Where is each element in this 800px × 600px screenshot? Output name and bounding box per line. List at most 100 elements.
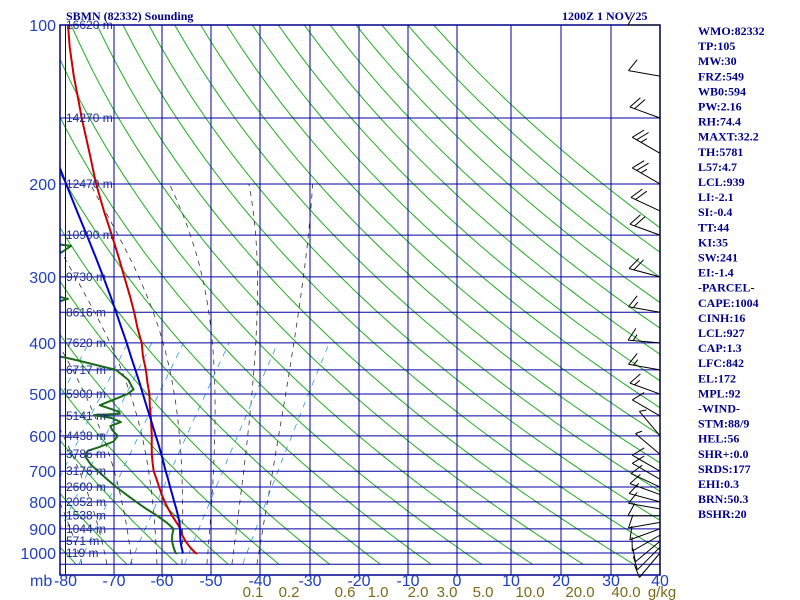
pressure-tick-label: 900: [29, 522, 56, 539]
height-label: 5900 m: [66, 387, 106, 401]
chart-date: 1200Z 1 NOV 25: [562, 9, 647, 23]
index-item: MW:30: [698, 54, 737, 68]
moist-adiabat-line: [169, 183, 216, 565]
height-label: 4438 m: [66, 429, 106, 443]
mixing-ratio-line: [78, 342, 184, 565]
index-item: LFC:842: [698, 356, 744, 370]
pressure-tick-label: 300: [29, 270, 56, 287]
wind-barb: [629, 97, 661, 119]
wind-barb: [628, 514, 661, 529]
dry-adiabat-line: [60, 116, 482, 565]
moist-adiabat-line: [89, 183, 184, 565]
wind-barb: [633, 552, 661, 578]
wind-barb: [628, 353, 661, 371]
dry-adiabat-line: [355, 25, 660, 304]
height-label: 2052 m: [66, 495, 106, 509]
index-item: SW:241: [698, 251, 738, 265]
dry-adiabat-line: [122, 25, 660, 551]
height-label: 14270 m: [66, 111, 113, 125]
wind-barb: [629, 525, 661, 541]
height-label: 8616 m: [66, 305, 106, 319]
height-label: 119 m: [66, 546, 98, 560]
height-label: 571 m: [66, 534, 99, 548]
pressure-tick-label: 100: [29, 18, 56, 35]
pressure-axis: 100 200 300 400 500 600 700 800 900 1000 mb: [20, 18, 56, 590]
mixing-ratio-tick-label: 40.0: [611, 584, 640, 600]
wind-barb: [627, 328, 661, 344]
isotherms: [65, 25, 660, 575]
height-label: 1538 m: [66, 509, 106, 523]
index-item: CAPE:1004: [698, 296, 759, 310]
wind-barb: [628, 295, 661, 313]
pressure-tick-label: 1000: [20, 546, 56, 563]
index-item: BRN:50.3: [698, 492, 748, 506]
height-label: 3176 m: [66, 464, 106, 478]
height-label: 10990 m: [66, 228, 113, 242]
height-label: 7620 m: [66, 336, 106, 350]
wind-barb: [632, 129, 661, 154]
temperature-tick-label: -40: [248, 573, 271, 590]
dry-adiabat-line: [251, 25, 660, 409]
dry-adiabat-line: [329, 25, 660, 329]
dry-adiabat-line: [96, 25, 635, 565]
index-item: HEL:56: [698, 432, 739, 446]
pressure-tick-label: 700: [29, 464, 56, 481]
index-item: SRDS:177: [698, 462, 751, 476]
wind-barb: [628, 258, 661, 278]
wind-barb: [632, 546, 661, 571]
mixing-ratio-tick-label: 5.0: [473, 584, 494, 600]
index-item: -WIND-: [698, 402, 740, 416]
wind-barb: [639, 409, 661, 437]
index-item: PW:2.16: [698, 100, 742, 114]
index-item: -PARCEL-: [698, 281, 754, 295]
index-item: TP:105: [698, 39, 735, 53]
dry-adiabat-line: [60, 386, 229, 565]
temperature-tick-label: 30: [602, 573, 620, 590]
index-item: MAXT:32.2: [698, 130, 759, 144]
wind-barb: [629, 474, 661, 496]
mixing-ratio-tick-label: 0.6: [335, 584, 356, 600]
dry-adiabat-line: [60, 333, 280, 565]
pressure-tick-label: 500: [29, 387, 56, 404]
dry-adiabat-line: [60, 57, 533, 565]
moist-adiabat-line: [231, 183, 258, 565]
mixing-ratio-tick-label: 0.1: [243, 584, 264, 600]
index-item: CINH:16: [698, 311, 745, 325]
mixing-ratio-tick-label: 2.0: [408, 584, 429, 600]
wind-barb: [628, 492, 661, 510]
wind-barb: [629, 373, 661, 395]
temperature-tick-label: -80: [54, 573, 77, 590]
wind-barb: [629, 214, 661, 236]
dry-adiabat-line: [60, 280, 330, 565]
mixing-ratio-line: [60, 342, 153, 532]
series-dewpoint-line: [60, 243, 178, 555]
dry-adiabat-line: [381, 25, 660, 278]
index-item: MPL:92: [698, 386, 741, 400]
temperature-tick-label: 40: [651, 573, 669, 590]
dry-adiabat-line: [277, 25, 660, 382]
index-item: EHI:0.3: [698, 477, 739, 491]
mixing-ratio-tick-label: 0.2: [279, 584, 300, 600]
temperature-tick-label: -60: [150, 573, 173, 590]
height-label: 6717 m: [66, 363, 106, 377]
index-item: RH:74.4: [698, 115, 741, 129]
dry-adiabat-line: [60, 439, 178, 565]
wind-barb: [632, 455, 661, 480]
pressure-tick-label: 200: [29, 177, 56, 194]
wind-barbs: [627, 12, 661, 578]
dry-adiabat-line: [407, 25, 660, 253]
dry-adiabat-line: [200, 25, 660, 464]
dry-adiabat-line: [60, 492, 128, 565]
index-item: TH:5781: [698, 145, 743, 159]
index-item: L57:4.7: [698, 160, 737, 174]
index-item: SHR+:0.0: [698, 447, 749, 461]
wind-barb: [632, 160, 661, 185]
pressure-tick-label: 800: [29, 495, 56, 512]
dry-adiabat-line: [60, 172, 432, 565]
temperature-tick-label: -20: [347, 573, 370, 590]
temperature-tick-label: -10: [396, 573, 419, 590]
wind-barb: [630, 464, 661, 488]
wind-barb: [632, 392, 661, 417]
